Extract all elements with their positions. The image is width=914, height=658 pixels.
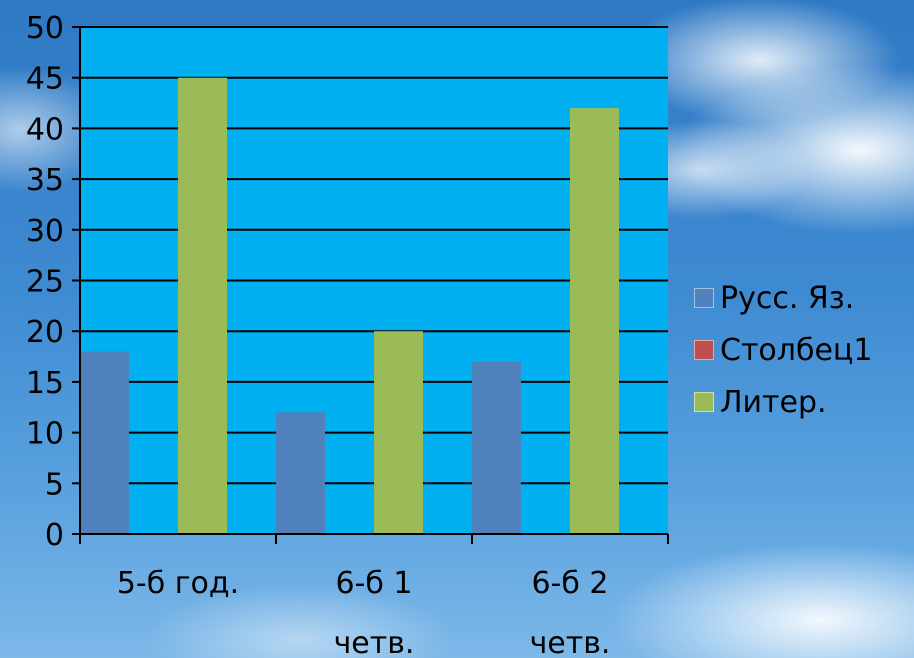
x-category-label: 5-б год.	[117, 566, 239, 601]
y-tick-label: 40	[26, 112, 64, 147]
legend-item-russ: Русс. Яз.	[694, 272, 872, 324]
y-tick-label: 15	[26, 366, 64, 401]
legend-swatch-stolbec1	[694, 340, 714, 360]
bar-1-1	[80, 351, 129, 534]
y-tick-label: 25	[26, 265, 64, 300]
legend-label-stolbec1: Столбец1	[720, 332, 873, 368]
x-category-label: четв.	[530, 626, 611, 658]
legend-item-liter: Литер.	[694, 376, 872, 428]
y-tick-label: 30	[26, 214, 64, 249]
y-tick-label: 45	[26, 62, 64, 97]
legend-swatch-liter	[694, 392, 714, 412]
y-tick-label: 35	[26, 163, 64, 198]
x-category-label: 6-б 2	[531, 566, 608, 601]
legend-swatch-russ	[694, 288, 714, 308]
bar-3-1	[178, 77, 227, 534]
y-tick-label: 20	[26, 315, 64, 350]
legend-item-stolbec1: Столбец1	[694, 324, 872, 376]
bar-3-2	[374, 331, 423, 534]
legend-label-liter: Литер.	[720, 384, 827, 420]
bar-3-3	[570, 108, 619, 535]
y-tick-label: 10	[26, 417, 64, 452]
bar-1-3	[472, 361, 521, 534]
y-tick-label: 50	[26, 11, 64, 46]
x-category-label: 6-б 1	[335, 566, 412, 601]
y-tick-label: 0	[45, 518, 64, 553]
y-tick-label: 5	[45, 467, 64, 502]
x-category-label: четв.	[334, 626, 415, 658]
chart-legend: Русс. Яз. Столбец1 Литер.	[694, 272, 872, 428]
bar-1-2	[276, 412, 325, 534]
legend-label-russ: Русс. Яз.	[720, 280, 855, 316]
